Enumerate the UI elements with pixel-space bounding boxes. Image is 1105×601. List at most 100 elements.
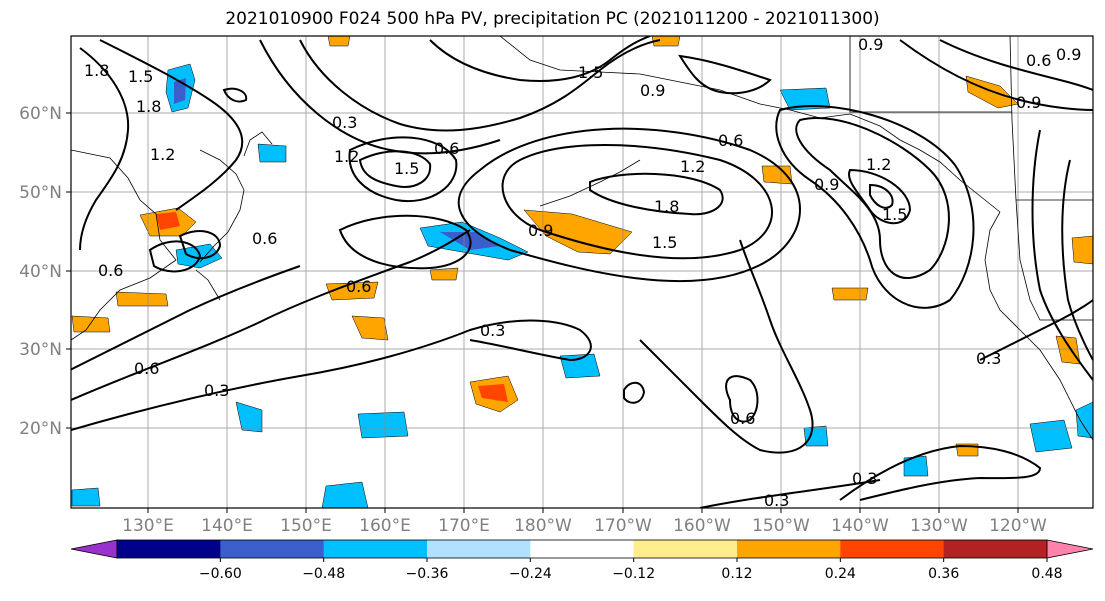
- longitude-label: 140°E: [201, 516, 253, 536]
- longitude-label: 140°W: [831, 516, 889, 536]
- contour-label: 1.2: [866, 155, 891, 174]
- colorbar-tick-label: −0.12: [612, 566, 655, 582]
- contour-labels: 1.5 1.8 1.2 0.3 1.2 0.6 1.5 1.2 1.8 0.9 …: [84, 35, 1081, 510]
- precip-positive-area: [325, 281, 379, 301]
- contour-label: 1.8: [136, 97, 161, 116]
- precip-positive-core: [156, 212, 180, 230]
- precip-positive-area: [831, 287, 869, 301]
- colorbar-high-extension: [1046, 539, 1094, 559]
- contour-label: 1.2: [680, 157, 705, 176]
- contour-label: 0.3: [976, 349, 1001, 368]
- colorbar-segment: [427, 540, 531, 558]
- contour-label: 0.6: [98, 261, 123, 280]
- colorbar-tick-label: −0.24: [509, 566, 552, 582]
- longitude-label: 160°E: [359, 516, 411, 536]
- contour-label: 0.6: [434, 139, 459, 158]
- longitude-label: 150°E: [280, 516, 332, 536]
- longitude-label: 170°E: [438, 516, 490, 536]
- longitude-label: 160°W: [673, 516, 731, 536]
- contour-label: 0.3: [764, 491, 789, 510]
- contour-label: 1.8: [84, 61, 109, 80]
- colorbar-frame: [116, 539, 1048, 559]
- precip-positive-area: [1071, 235, 1093, 265]
- longitude-label: 170°W: [594, 516, 652, 536]
- contour-label: 1.5: [882, 205, 907, 224]
- contour-label: 0.9: [640, 81, 665, 100]
- contour-label: 1.5: [578, 63, 603, 82]
- contour-label: 0.3: [852, 469, 877, 488]
- precip-positive-core: [478, 384, 508, 402]
- precip-negative-area: [1075, 401, 1093, 439]
- colorbar-tick-label: −0.36: [406, 566, 449, 582]
- contour-label: 1.8: [654, 197, 679, 216]
- contour-label: 0.9: [528, 221, 553, 240]
- latitude-label: 40°N: [19, 262, 62, 282]
- precipitation-shading: [71, 36, 1093, 508]
- colorbar-tick-label: 0.48: [1031, 566, 1062, 582]
- contour-label: 0.9: [858, 35, 883, 54]
- precip-positive-area: [327, 36, 351, 47]
- colorbar-tick-label: 0.24: [825, 566, 856, 582]
- precip-negative-area: [71, 487, 101, 507]
- contour-label: 0.3: [332, 113, 357, 132]
- contour-label: 1.5: [652, 233, 677, 252]
- precip-positive-area: [1055, 335, 1081, 365]
- precip-positive-area: [71, 315, 111, 333]
- contour-label: 0.6: [134, 359, 159, 378]
- contour-label: 0.6: [730, 409, 755, 428]
- colorbar-tick-label: 0.12: [721, 566, 752, 582]
- latitude-label: 50°N: [19, 183, 62, 203]
- latitude-label: 20°N: [19, 419, 62, 439]
- longitude-label: 150°W: [752, 516, 810, 536]
- contour-label: 0.6: [252, 229, 277, 248]
- contour-label: 0.3: [204, 381, 229, 400]
- contour-label: 0.9: [1016, 93, 1041, 112]
- colorbar-tick-label: −0.48: [302, 566, 345, 582]
- precip-negative-area: [779, 87, 831, 111]
- colorbar-tick-label: 0.36: [928, 566, 959, 582]
- longitude-label: 130°W: [910, 516, 968, 536]
- longitude-label: 180°W: [514, 516, 572, 536]
- longitude-label: 120°W: [989, 516, 1047, 536]
- precip-negative-area: [357, 411, 409, 439]
- map-title: 2021010900 F024 500 hPa PV, precipitatio…: [225, 9, 880, 29]
- contour-label: 1.2: [334, 147, 359, 166]
- colorbar-segment: [737, 540, 841, 558]
- latitude-label: 30°N: [19, 340, 62, 360]
- precip-positive-area: [115, 291, 169, 307]
- colorbar-segment: [943, 540, 1048, 558]
- contour-label: 1.5: [394, 159, 419, 178]
- colorbar: −0.60 −0.48 −0.36 −0.24 −0.12 0.12 0.24 0.36 0.4…: [70, 539, 1094, 582]
- pv-contours: [71, 36, 1093, 508]
- precip-negative-area: [257, 143, 287, 163]
- longitude-labels: 130°E 140°E 150°E 160°E 170°E 180°W 170°…: [122, 516, 1047, 536]
- contour-label: 0.9: [1056, 45, 1081, 64]
- precip-negative-area: [321, 481, 369, 508]
- coastlines: [71, 36, 1093, 441]
- precip-negative-area: [1029, 419, 1073, 453]
- precip-positive-area: [351, 315, 389, 341]
- graticule: [71, 36, 1093, 508]
- contour-label: 0.3: [480, 321, 505, 340]
- latitude-labels: 60°N 50°N 40°N 30°N 20°N: [19, 104, 62, 439]
- map-frame: [70, 35, 1094, 509]
- precip-positive-area: [429, 267, 459, 281]
- colorbar-low-extension: [70, 539, 118, 559]
- contour-label: 0.9: [814, 175, 839, 194]
- colorbar-segment: [633, 540, 738, 558]
- contour-label: 1.5: [128, 67, 153, 86]
- latitude-label: 60°N: [19, 104, 62, 124]
- contour-label: 0.6: [718, 131, 743, 150]
- precip-negative-area: [803, 425, 829, 447]
- precip-positive-area: [523, 209, 633, 255]
- colorbar-segment: [323, 540, 428, 558]
- colorbar-tick-label: −0.60: [199, 566, 242, 582]
- colorbar-segment: [840, 540, 945, 558]
- longitude-label: 130°E: [122, 516, 174, 536]
- colorbar-segment: [530, 540, 635, 558]
- axis-ticks: [66, 112, 1019, 513]
- contour-label: 1.2: [150, 145, 175, 164]
- contour-label: 0.6: [346, 277, 371, 296]
- contour-label: 0.6: [1026, 51, 1051, 70]
